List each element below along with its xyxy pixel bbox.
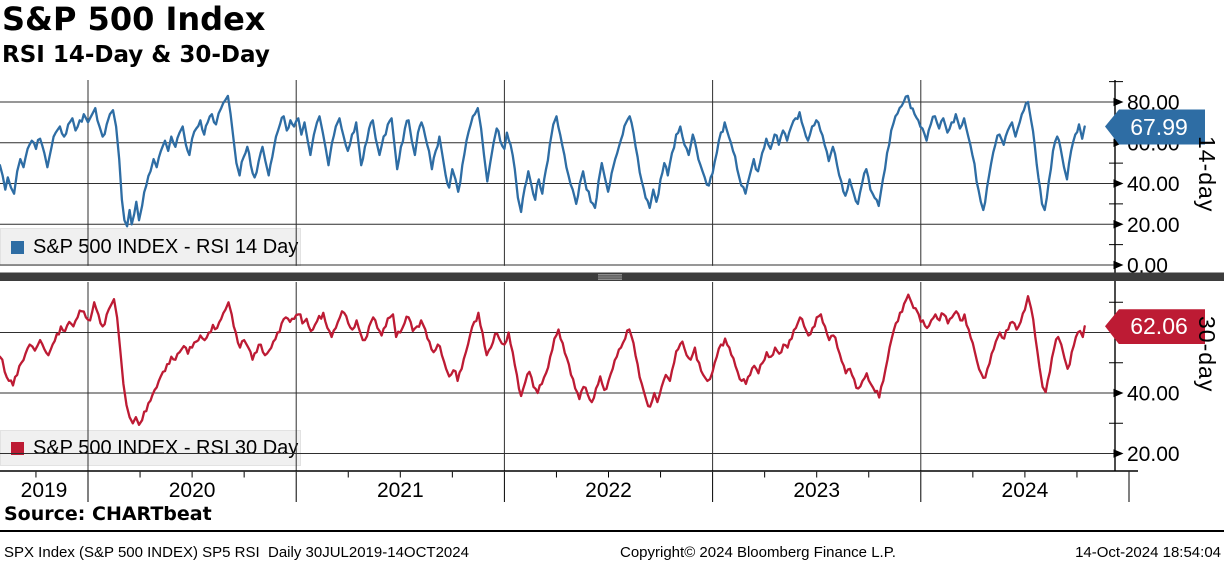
- y-tick-label: 40.00: [1127, 383, 1180, 406]
- y-tick-label: 20.00: [1127, 443, 1180, 466]
- rsi30-legend-swatch-icon: [11, 441, 24, 455]
- rsi30-series-line: [0, 293, 1086, 426]
- legend-rsi14-label: S&P 500 INDEX - RSI 14 Day: [33, 235, 299, 258]
- tick-arrow-icon: [1113, 388, 1124, 398]
- y-tick-label: 80.00: [1127, 92, 1180, 115]
- y-tick-label: 20.00: [1127, 214, 1180, 237]
- tick-arrow-icon: [1113, 179, 1124, 188]
- tick-arrow-icon: [1113, 97, 1124, 107]
- last-value-badge-rsi14: 67.99: [1105, 109, 1205, 145]
- rsi14-series-line: [0, 94, 1086, 228]
- legend-rsi14[interactable]: S&P 500 INDEX - RSI 14 Day: [0, 228, 301, 266]
- rsi14-legend-swatch-icon: [11, 240, 24, 254]
- year-label: 2022: [585, 479, 632, 502]
- footer-security-info: SPX Index (S&P 500 INDEX) SP5 RSI Daily …: [4, 544, 469, 561]
- last-value-badge-rsi30: 62.06: [1105, 309, 1205, 345]
- tick-arrow-icon: [1113, 219, 1124, 229]
- axis-title-30day: 30-day: [1194, 316, 1220, 393]
- year-label: 2020: [169, 479, 216, 502]
- x-axis: 2019 2020 2021 2022 2023 2024: [0, 470, 1138, 502]
- source-label: Source: CHARTbeat: [4, 503, 212, 525]
- axis-title-14day: 14-day: [1194, 136, 1220, 213]
- year-label: 2019: [21, 479, 68, 502]
- footer-divider: [0, 530, 1224, 532]
- tick-arrow-icon: [1113, 260, 1124, 270]
- page-subtitle: RSI 14-Day & 30-Day: [2, 42, 270, 68]
- year-label: 2023: [793, 479, 840, 502]
- footer-datetime: 14-Oct-2024 18:54:04: [1075, 544, 1221, 561]
- tick-arrow-icon: [1113, 449, 1124, 458]
- page-title: S&P 500 Index: [2, 0, 266, 38]
- y-tick-label: 40.00: [1127, 173, 1180, 196]
- y-tick-label: 0.00: [1127, 255, 1168, 278]
- year-label: 2024: [1002, 479, 1049, 502]
- footer-copyright: Copyright© 2024 Bloomberg Finance L.P.: [620, 544, 896, 561]
- divider-grip[interactable]: [598, 274, 622, 280]
- year-label: 2021: [377, 479, 424, 502]
